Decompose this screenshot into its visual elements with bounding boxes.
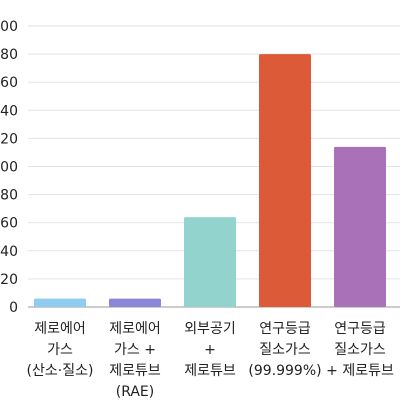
bar xyxy=(109,298,161,307)
y-tick-label: 80 xyxy=(0,188,18,204)
y-tick-label: 100 xyxy=(0,160,18,176)
y-tick-label: 160 xyxy=(0,75,18,91)
category-label: (99.999%) xyxy=(248,363,321,379)
category-label: 연구등급 xyxy=(334,321,386,337)
y-axis-tick-labels: 0 20 40 60 80 100 120 140 160 180 200 xyxy=(0,19,18,316)
category-label: 질소가스 xyxy=(259,342,311,358)
category-label: + 제로튜브 xyxy=(326,363,394,379)
category-label: 제로에어 xyxy=(109,321,161,337)
y-tick-label: 0 xyxy=(9,300,18,316)
category-label: 외부공기 xyxy=(184,321,236,337)
y-tick-label: 40 xyxy=(0,244,18,260)
category-label: (RAE) xyxy=(116,384,155,400)
y-tick-label: 60 xyxy=(0,216,18,232)
y-tick-label: 20 xyxy=(0,272,18,288)
category-label: 제로에어 xyxy=(34,321,86,337)
bar xyxy=(184,217,236,307)
category-label: + xyxy=(204,342,216,358)
bars xyxy=(34,54,386,307)
category-label: 제로튜브 xyxy=(184,363,236,379)
y-tick-label: 200 xyxy=(0,19,18,35)
bar xyxy=(334,146,386,307)
category-label: 질소가스 xyxy=(334,342,386,358)
y-tick-label: 180 xyxy=(0,47,18,63)
grid-lines xyxy=(28,25,400,280)
bar xyxy=(34,298,86,307)
category-label: (산소·질소) xyxy=(27,363,94,379)
bar xyxy=(259,54,311,307)
category-label: 가스 + xyxy=(114,342,156,358)
y-tick-label: 140 xyxy=(0,103,18,119)
category-label: 연구등급 xyxy=(259,321,311,337)
category-label: 가스 xyxy=(47,342,73,358)
y-tick-label: 120 xyxy=(0,131,18,147)
category-label: 제로튜브 xyxy=(109,363,161,379)
